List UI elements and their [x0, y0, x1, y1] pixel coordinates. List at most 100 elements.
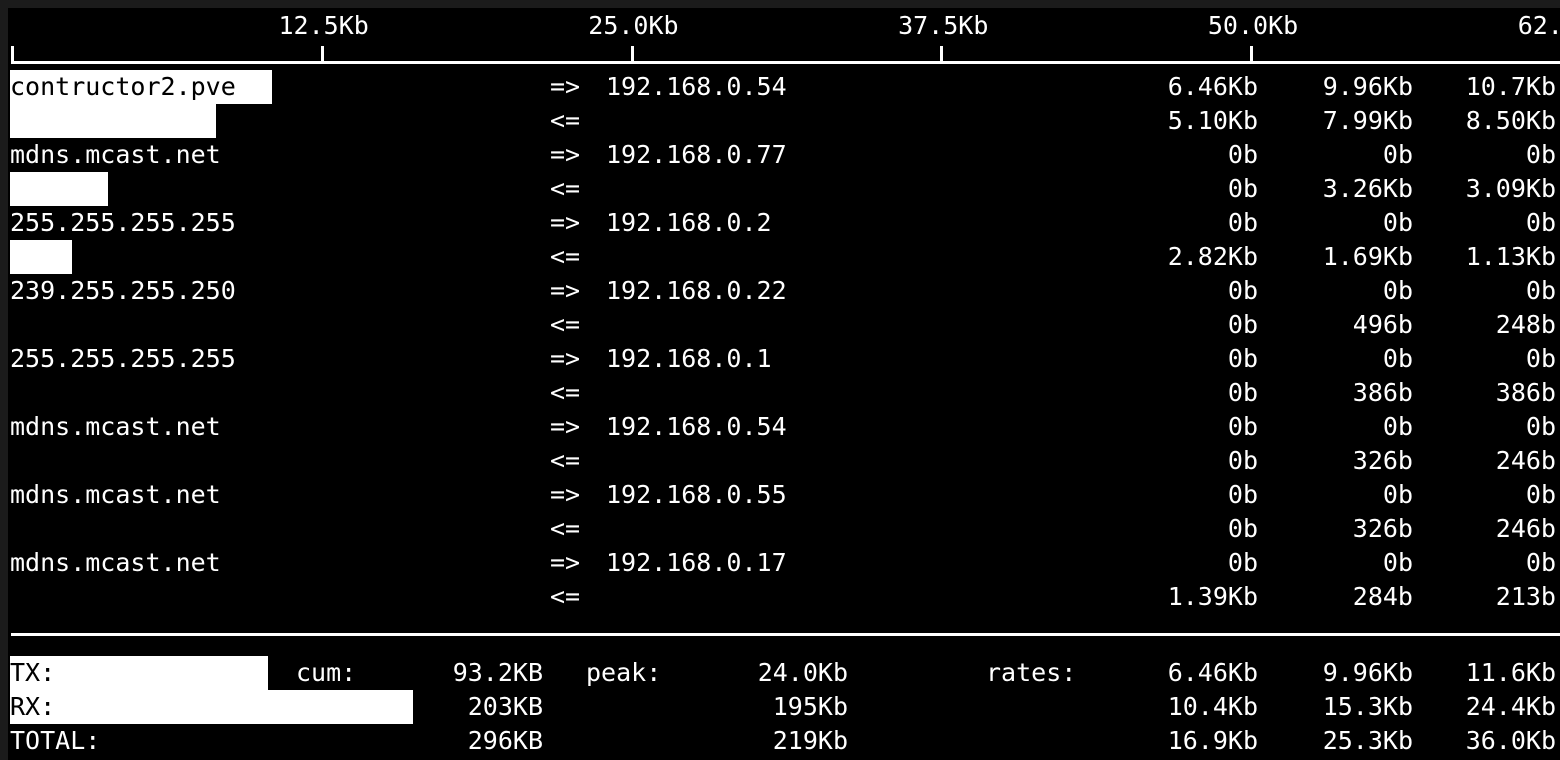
connection-entry[interactable]: mdns.mcast.net => 192.168.0.77 0b 0b 0b <= 0b 3.… [8, 138, 1560, 206]
rate-10s-tx: 0b [1382, 140, 1413, 169]
traffic-bar-tx [10, 70, 272, 104]
connection-list[interactable]: contructor2.pve => 192.168.0.54 6.46Kb 9.96K… [8, 70, 1560, 628]
rate-10s-tx: 0b [1382, 412, 1413, 441]
connection-line-tx[interactable]: 255.255.255.255 => 192.168.0.2 0b 0b 0b [8, 206, 1560, 240]
rate-40s-rx: 248b [1495, 310, 1556, 339]
connection-line-rx[interactable]: <= 0b 386b 386b [8, 376, 1560, 410]
rate-10s-rx: 1.69Kb [1322, 242, 1413, 271]
direction-arrow-in: <= [550, 174, 581, 203]
rate-10s-rx: 7.99Kb [1322, 106, 1413, 135]
traffic-bar-rx [10, 240, 72, 274]
connection-line-tx[interactable]: mdns.mcast.net => 192.168.0.55 0b 0b 0b [8, 478, 1560, 512]
rate-2s-tx: 0b [1227, 344, 1258, 373]
summary-cum-value: 93.2KB [452, 658, 543, 687]
connection-entry[interactable]: mdns.mcast.net => 192.168.0.17 0b 0b 0b <= 1.39… [8, 546, 1560, 614]
summary-divider [11, 633, 1560, 636]
rate-2s-rx: 0b [1227, 378, 1258, 407]
rate-10s-tx: 9.96Kb [1322, 72, 1413, 101]
host-name: 239.255.255.250 [10, 276, 236, 305]
scale-tick-label: 25.0Kb [588, 11, 679, 40]
host-name: mdns.mcast.net [10, 412, 221, 441]
connection-line-tx[interactable]: 255.255.255.255 => 192.168.0.1 0b 0b 0b [8, 342, 1560, 376]
peer-address: 192.168.0.22 [606, 276, 787, 305]
rate-2s-rx: 5.10Kb [1167, 106, 1258, 135]
rate-2s-rx: 2.82Kb [1167, 242, 1258, 271]
scale-tick-label: 62.5Kb [1517, 11, 1560, 40]
direction-arrow-in: <= [550, 242, 581, 271]
scale-tick-mark [940, 46, 944, 64]
rate-10s-rx: 326b [1352, 514, 1413, 543]
summary-peak-value: 24.0Kb [757, 658, 848, 687]
connection-line-rx[interactable]: <= 1.39Kb 284b 213b [8, 580, 1560, 614]
summary-rate-10s: 15.3Kb [1322, 692, 1413, 721]
direction-arrow-in: <= [550, 514, 581, 543]
rate-40s-rx: 213b [1495, 582, 1556, 611]
traffic-bar-rx [10, 172, 108, 206]
connection-line-tx[interactable]: 239.255.255.250 => 192.168.0.22 0b 0b 0b [8, 274, 1560, 308]
direction-arrow-out: => [550, 480, 581, 509]
summary-cum-label: cum: [296, 658, 357, 687]
connection-line-tx[interactable]: contructor2.pve => 192.168.0.54 6.46Kb 9.96K… [8, 70, 1560, 104]
scale-axis-line [11, 61, 1560, 64]
axis-origin-tick [11, 46, 14, 64]
direction-arrow-out: => [550, 208, 581, 237]
summary-row: TX: cum: peak: rates: 93.2KB 24.0Kb 6.46Kb 9.96… [8, 656, 1560, 690]
connection-line-tx[interactable]: mdns.mcast.net => 192.168.0.77 0b 0b 0b [8, 138, 1560, 172]
summary-cum-value: 296KB [467, 726, 543, 755]
connection-line-rx[interactable]: <= 0b 326b 246b [8, 444, 1560, 478]
direction-arrow-out: => [550, 548, 581, 577]
host-name: 255.255.255.255 [10, 344, 236, 373]
connection-line-rx[interactable]: <= 0b 496b 248b [8, 308, 1560, 342]
rate-40s-tx: 0b [1525, 276, 1556, 305]
rate-40s-rx: 1.13Kb [1465, 242, 1556, 271]
connection-line-rx[interactable]: <= 0b 326b 246b [8, 512, 1560, 546]
direction-arrow-in: <= [550, 582, 581, 611]
scale-tick-label: 50.0Kb [1207, 11, 1299, 40]
rate-10s-rx: 3.26Kb [1322, 174, 1413, 203]
direction-arrow-in: <= [550, 310, 581, 339]
peer-address: 192.168.0.77 [606, 140, 787, 169]
summary-peak-value: 195Kb [772, 692, 848, 721]
summary-bar [10, 690, 413, 724]
summary-bar [10, 656, 268, 690]
connection-entry[interactable]: 255.255.255.255 => 192.168.0.2 0b 0b 0b <= 2.82… [8, 206, 1560, 274]
summary-row-label: TOTAL: [10, 726, 101, 755]
rate-40s-rx: 246b [1495, 446, 1556, 475]
rate-2s-tx: 0b [1227, 140, 1258, 169]
rate-10s-rx: 326b [1352, 446, 1413, 475]
connection-line-rx[interactable]: <= 2.82Kb 1.69Kb 1.13Kb [8, 240, 1560, 274]
connection-entry[interactable]: mdns.mcast.net => 192.168.0.55 0b 0b 0b <= 0b 32… [8, 478, 1560, 546]
rate-2s-tx: 0b [1227, 208, 1258, 237]
summary-rates-label: rates: [986, 658, 1077, 687]
rate-2s-tx: 0b [1227, 548, 1258, 577]
connection-entry[interactable]: mdns.mcast.net => 192.168.0.54 0b 0b 0b <= 0b 32… [8, 410, 1560, 478]
connection-entry[interactable]: contructor2.pve => 192.168.0.54 6.46Kb 9.96K… [8, 70, 1560, 138]
connection-line-rx[interactable]: <= 0b 3.26Kb 3.09Kb [8, 172, 1560, 206]
peer-address: 192.168.0.54 [606, 72, 787, 101]
iftop-terminal[interactable]: 12.5Kb 25.0Kb 37.5Kb 50.0Kb 62.5Kb contructo… [8, 8, 1560, 760]
summary-rate-2s: 10.4Kb [1167, 692, 1258, 721]
rate-10s-tx: 0b [1382, 344, 1413, 373]
summary-row-label: RX: [10, 692, 56, 721]
host-name: mdns.mcast.net [10, 480, 221, 509]
connection-line-tx[interactable]: mdns.mcast.net => 192.168.0.17 0b 0b 0b [8, 546, 1560, 580]
rate-10s-tx: 0b [1382, 276, 1413, 305]
summary-row: RX: 203KB 195Kb 10.4Kb 15.3Kb 24.4Kb [8, 690, 1560, 724]
connection-entry[interactable]: 239.255.255.250 => 192.168.0.22 0b 0b 0b <= 0b 4… [8, 274, 1560, 342]
summary-rate-40s: 11.6Kb [1465, 658, 1556, 687]
host-name: contructor2.pve [10, 72, 236, 101]
scale-tick-label: 37.5Kb [898, 11, 989, 40]
rate-40s-tx: 0b [1525, 412, 1556, 441]
connection-entry[interactable]: 255.255.255.255 => 192.168.0.1 0b 0b 0b <= 0b 38… [8, 342, 1560, 410]
direction-arrow-out: => [550, 412, 581, 441]
summary-footer: TX: cum: peak: rates: 93.2KB 24.0Kb 6.46Kb 9.96… [8, 656, 1560, 760]
summary-rate-2s: 6.46Kb [1167, 658, 1258, 687]
peer-address: 192.168.0.2 [606, 208, 772, 237]
summary-rate-2s: 16.9Kb [1167, 726, 1258, 755]
rate-10s-tx: 0b [1382, 480, 1413, 509]
direction-arrow-in: <= [550, 446, 581, 475]
connection-line-rx[interactable]: <= 5.10Kb 7.99Kb 8.50Kb [8, 104, 1560, 138]
direction-arrow-in: <= [550, 378, 581, 407]
connection-line-tx[interactable]: mdns.mcast.net => 192.168.0.54 0b 0b 0b [8, 410, 1560, 444]
